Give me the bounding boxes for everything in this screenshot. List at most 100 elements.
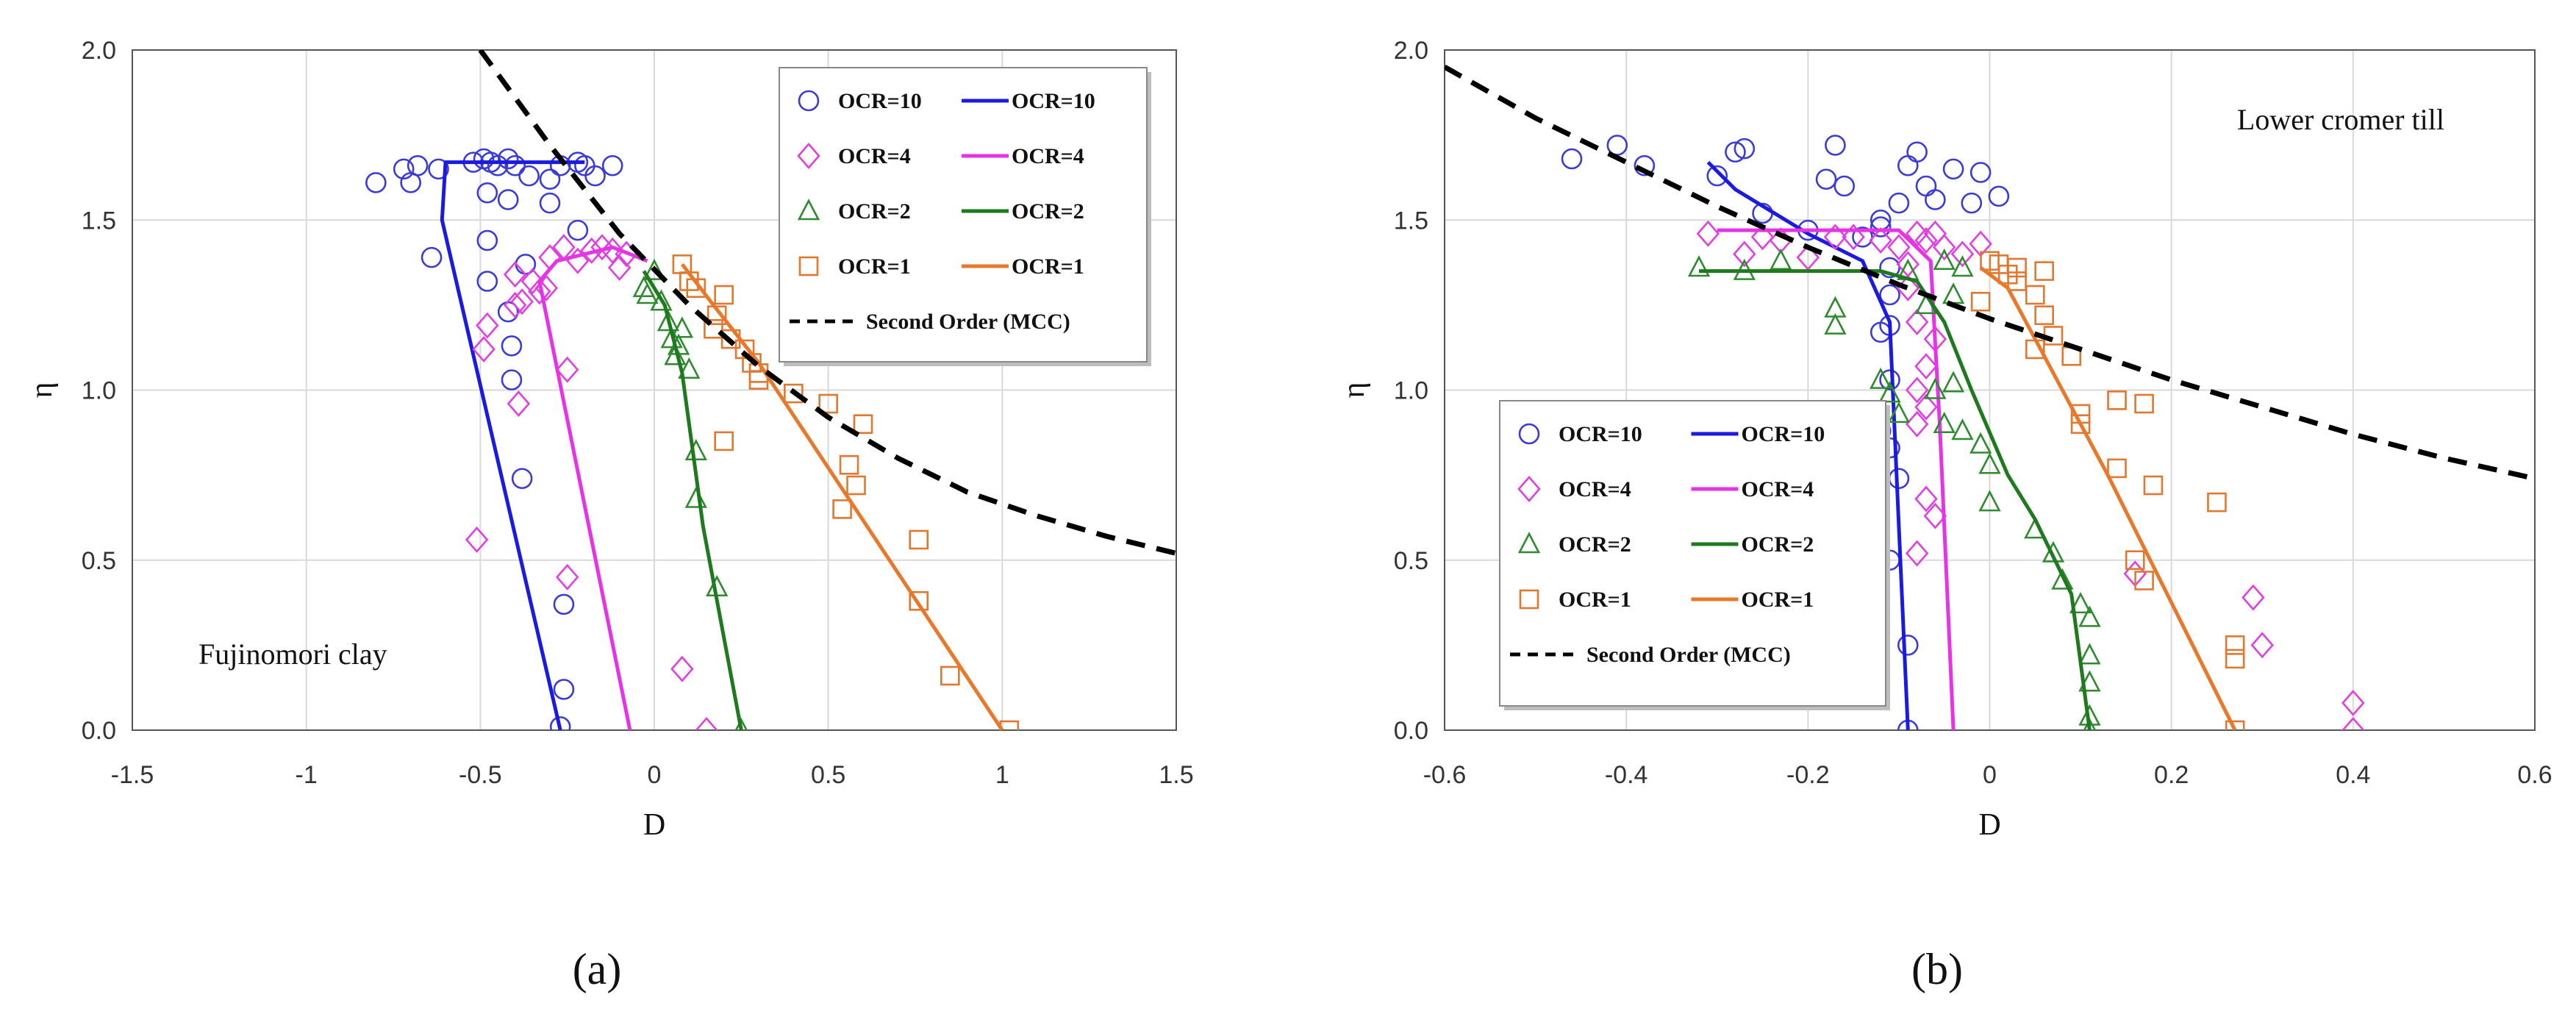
data-point xyxy=(2225,649,2245,669)
y-tick-label: 0.5 xyxy=(1394,547,1428,575)
data-point xyxy=(1951,255,1974,277)
legend-label: OCR=4 xyxy=(1742,477,1814,501)
data-point xyxy=(1914,393,1938,421)
data-point xyxy=(1914,353,1938,380)
chart-annotation: Lower cromer till xyxy=(2237,103,2444,136)
data-point xyxy=(511,468,533,490)
data-point xyxy=(643,258,666,280)
data-point xyxy=(1924,377,1947,399)
chart-b: -0.6 -0.4 -0.2 0 0.2 0.4 0.6 0.0 0.5 1.0 1.5 2.0 Dη L… xyxy=(1337,37,2552,993)
data-point xyxy=(1842,224,1865,251)
data-point xyxy=(1687,255,1711,277)
data-point xyxy=(853,414,873,435)
data-point xyxy=(909,590,929,611)
y-axis-label: η xyxy=(25,382,59,399)
data-point xyxy=(1914,227,1938,254)
data-point xyxy=(909,529,929,550)
data-point xyxy=(1879,369,1900,390)
data-point xyxy=(2250,632,2274,659)
data-point xyxy=(1905,376,1929,404)
data-point xyxy=(940,665,960,686)
data-point xyxy=(539,192,561,214)
fit-line xyxy=(1706,160,1910,730)
data-point xyxy=(1905,309,1929,335)
data-point xyxy=(1978,452,2001,474)
fit-line xyxy=(440,160,585,730)
data-point xyxy=(421,246,443,268)
data-point xyxy=(1878,381,1901,403)
y-tick-label: 0.5 xyxy=(82,547,116,575)
data-point xyxy=(2225,720,2245,730)
plot-frame xyxy=(1444,49,2536,731)
data-point xyxy=(846,475,866,496)
data-point xyxy=(1925,189,1946,210)
data-point xyxy=(832,499,852,519)
x-axis-label: D xyxy=(1978,808,2000,842)
data-point xyxy=(1696,220,1720,247)
data-point xyxy=(393,158,415,180)
data-point xyxy=(501,335,523,357)
data-point xyxy=(2078,605,2101,627)
legend-marker xyxy=(1518,423,1540,445)
data-point xyxy=(1634,154,1656,176)
data-point xyxy=(1870,216,1892,238)
data-point xyxy=(465,526,489,553)
x-tick-label: 0.4 xyxy=(2336,761,2370,789)
data-point xyxy=(2134,393,2154,414)
data-point xyxy=(734,718,748,730)
data-point xyxy=(1815,168,1837,190)
legend-label: Second Order (MCC) xyxy=(866,310,1070,334)
legend-box xyxy=(779,67,1148,363)
y-tick-label: 2.0 xyxy=(1394,37,1428,65)
data-point xyxy=(1879,284,1900,306)
legend-label: OCR=2 xyxy=(838,199,911,224)
data-point xyxy=(555,356,579,383)
data-point xyxy=(1970,291,1991,312)
fit-line xyxy=(537,245,648,730)
data-point xyxy=(839,454,859,475)
legend-label: OCR=10 xyxy=(838,89,922,113)
data-point xyxy=(1888,192,1910,214)
data-point xyxy=(678,357,701,379)
data-point xyxy=(704,318,723,339)
data-point xyxy=(1932,234,1956,261)
data-point xyxy=(510,288,534,315)
data-point xyxy=(504,154,526,176)
data-point xyxy=(1905,540,1929,567)
data-point xyxy=(2341,690,2365,716)
data-point xyxy=(1951,418,1974,440)
data-point xyxy=(2042,540,2065,563)
data-point xyxy=(1869,227,1892,254)
data-point xyxy=(670,655,694,682)
data-point xyxy=(1978,490,2001,512)
x-tick-label: -0.6 xyxy=(1423,761,1467,789)
legend: OCR=10 OCR=10 OCR=4 OCR=4 OCR=2 OCR=2 OCR=1 OCR… xyxy=(779,67,1151,366)
data-point xyxy=(553,679,575,700)
data-point xyxy=(2134,571,2154,590)
data-point xyxy=(2143,475,2164,496)
legend-label: OCR=1 xyxy=(1012,254,1084,279)
data-point xyxy=(365,172,387,193)
chart-a: -1.5 -1 -0.5 0 0.5 1 1.5 0.0 0.5 1.0 1.5 2.0 Dη Fujin… xyxy=(25,37,1194,993)
x-tick-label: -0.2 xyxy=(1786,761,1830,789)
legend-label: OCR=4 xyxy=(838,144,911,168)
data-point xyxy=(2007,257,2027,278)
data-point xyxy=(2107,458,2127,479)
data-point xyxy=(1733,240,1756,268)
legend-marker xyxy=(1517,476,1541,502)
data-point xyxy=(1969,432,1992,454)
data-point xyxy=(748,370,769,390)
x-tick-label: -0.5 xyxy=(459,761,502,789)
data-point xyxy=(1725,141,1746,163)
data-point xyxy=(2341,717,2365,730)
data-point xyxy=(714,431,734,451)
figure-caption: (b) xyxy=(1911,945,1963,993)
y-tick-label: 1.5 xyxy=(1394,207,1428,235)
data-point xyxy=(1988,185,2010,207)
fit-curve-dashed xyxy=(478,50,1176,556)
data-point xyxy=(1933,248,1956,271)
legend-label: OCR=1 xyxy=(1742,588,1814,612)
data-point xyxy=(2070,414,2091,435)
data-point xyxy=(555,563,579,590)
x-tick-label: 1.5 xyxy=(1159,761,1193,789)
